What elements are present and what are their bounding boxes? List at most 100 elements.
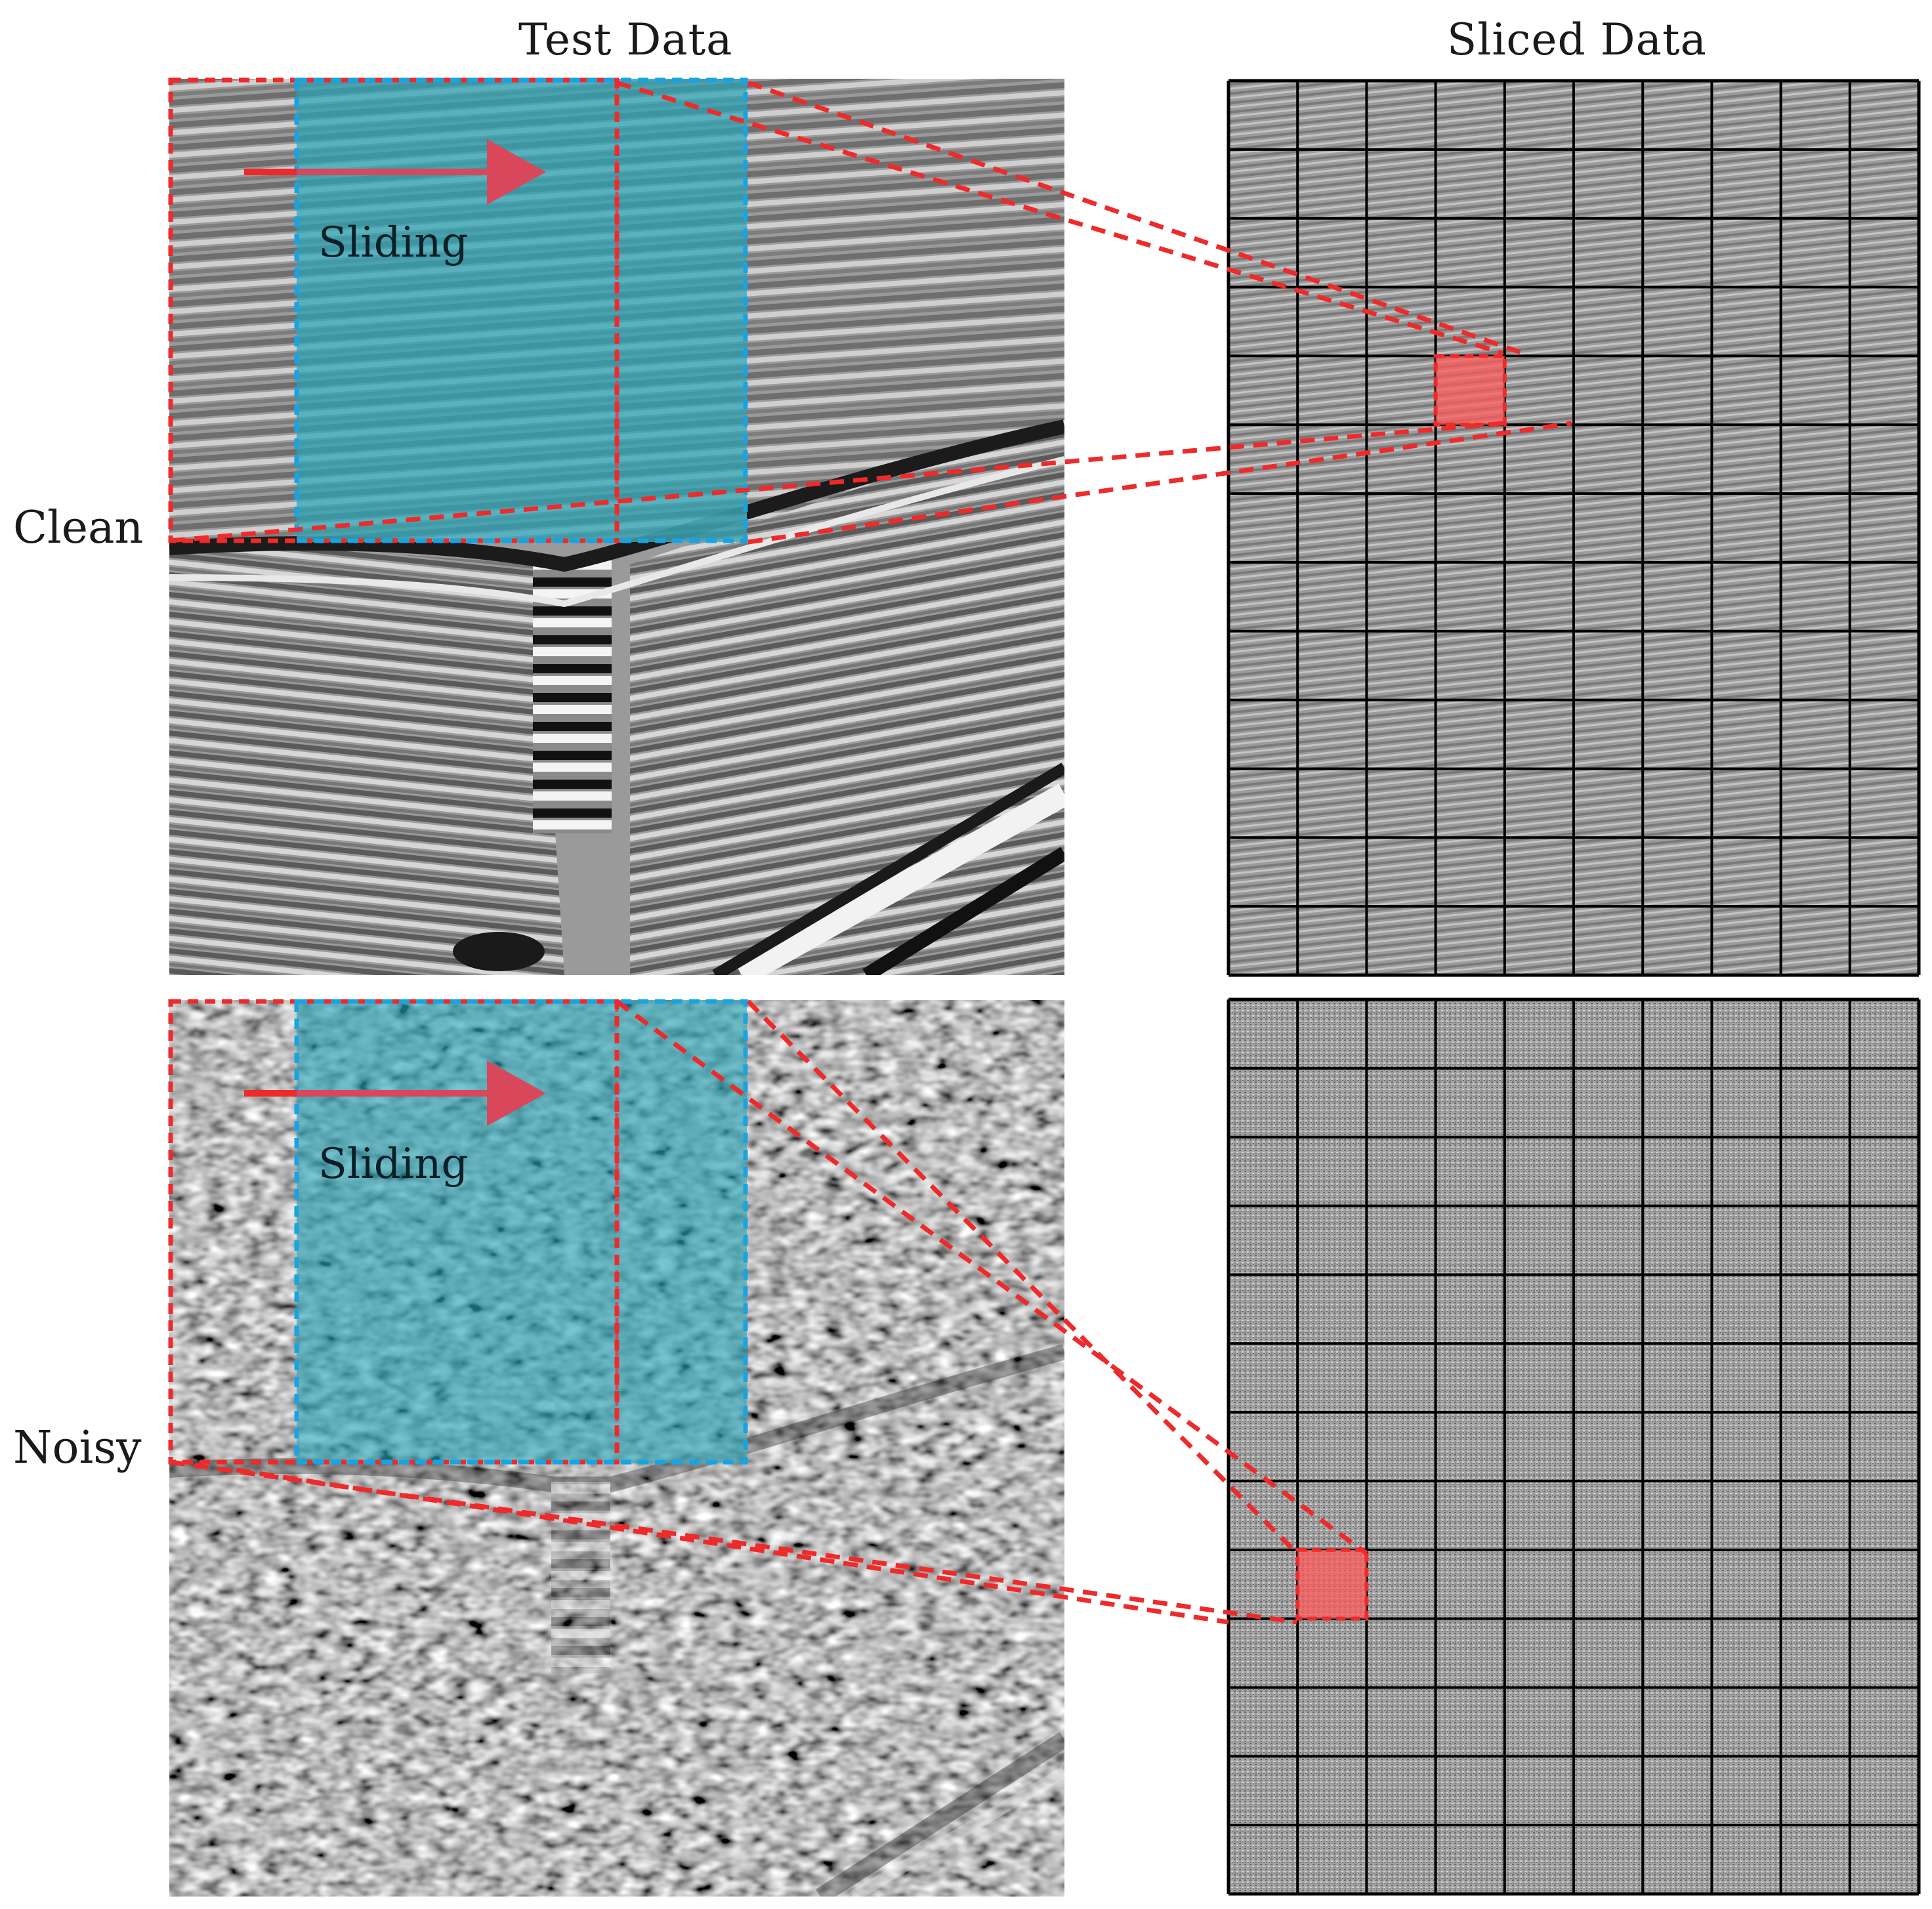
clean-slice-tile — [1644, 288, 1711, 355]
clean-slice-tile — [1575, 701, 1642, 768]
noisy-slice-tile — [1782, 1551, 1849, 1618]
noisy-slice-tile — [1437, 1345, 1503, 1412]
clean-slice-tile — [1230, 563, 1297, 630]
noisy-slice-tile — [1851, 1345, 1918, 1412]
clean-slice-tile — [1851, 288, 1918, 355]
noisy-slice-tile — [1505, 1414, 1572, 1480]
clean-slice-tile — [1575, 563, 1642, 630]
noisy-slice-tile — [1368, 1414, 1435, 1480]
noisy-slice-tile — [1230, 1138, 1297, 1205]
noisy-slice-tile — [1851, 1689, 1918, 1755]
clean-slice-tile — [1713, 908, 1780, 974]
clean-slice-tile — [1230, 495, 1297, 561]
clean-slice-tile — [1575, 150, 1642, 217]
noisy-sliding-label: Sliding — [318, 1140, 469, 1188]
clean-slice-tile — [1230, 908, 1297, 974]
noisy-slice-tile — [1575, 1069, 1642, 1136]
noisy-slice-tile — [1505, 1826, 1572, 1893]
clean-highlighted-slice — [1433, 354, 1507, 427]
noisy-slice-tile — [1575, 1138, 1642, 1205]
noisy-slice-tile — [1713, 1826, 1780, 1893]
noisy-slice-tile — [1782, 1620, 1849, 1687]
clean-slice-tile — [1851, 632, 1918, 699]
clean-slice-tile — [1713, 701, 1780, 768]
clean-slice-tile — [1230, 150, 1297, 217]
clean-slice-tile — [1505, 426, 1572, 493]
clean-slice-tile — [1575, 495, 1642, 561]
noisy-slice-tile — [1437, 1620, 1503, 1687]
clean-slice-tile — [1644, 839, 1711, 906]
noisy-slice-tile — [1505, 1276, 1572, 1343]
noisy-slice-tile — [1505, 1551, 1572, 1618]
noisy-slice-tile — [1782, 1207, 1849, 1274]
clean-slice-tile — [1713, 357, 1780, 424]
noisy-slice-tile — [1575, 1551, 1642, 1618]
noisy-slice-tile — [1368, 1620, 1435, 1687]
clean-slice-tile — [1575, 839, 1642, 906]
clean-slice-tile — [1368, 632, 1435, 699]
noisy-slice-tile — [1644, 1689, 1711, 1755]
clean-slice-tile — [1782, 563, 1849, 630]
clean-slice-tile — [1575, 632, 1642, 699]
noisy-sliding-window — [168, 999, 748, 1465]
clean-slice-tile — [1437, 701, 1503, 768]
noisy-slice-tile — [1713, 1757, 1780, 1824]
clean-slice-tile — [1575, 82, 1642, 148]
clean-slice-tile — [1713, 632, 1780, 699]
noisy-slice-tile — [1644, 1620, 1711, 1687]
clean-slice-tile — [1644, 219, 1711, 286]
clean-slice-tile — [1713, 495, 1780, 561]
noisy-slice-tile — [1713, 1482, 1780, 1549]
noisy-slice-tile — [1644, 1207, 1711, 1274]
noisy-slice-tile — [1437, 1207, 1503, 1274]
noisy-slice-tile — [1782, 1138, 1849, 1205]
noisy-slice-tile — [1644, 1551, 1711, 1618]
noisy-slice-tile — [1437, 1551, 1503, 1618]
clean-slice-tile — [1368, 82, 1435, 148]
clean-slice-tile — [1713, 82, 1780, 148]
clean-slice-tile — [1299, 495, 1366, 561]
noisy-slice-tile — [1437, 1689, 1503, 1755]
noisy-slice-tile — [1851, 1001, 1918, 1067]
clean-slice-tile — [1851, 150, 1918, 217]
noisy-slice-tile — [1368, 1345, 1435, 1412]
noisy-slice-tile — [1368, 1482, 1435, 1549]
noisy-slice-tile — [1713, 1207, 1780, 1274]
noisy-slice-tile — [1644, 1001, 1711, 1067]
noisy-slice-tile — [1505, 1069, 1572, 1136]
noisy-slice-tile — [1505, 1001, 1572, 1067]
clean-slice-tile — [1368, 219, 1435, 286]
noisy-slice-tile — [1575, 1414, 1642, 1480]
clean-slice-tile — [1713, 426, 1780, 493]
noisy-slice-tile — [1230, 1414, 1297, 1480]
noisy-slice-tile — [1368, 1551, 1435, 1618]
noisy-slice-tile — [1437, 1276, 1503, 1343]
noisy-slice-tile — [1782, 1757, 1849, 1824]
noisy-slice-tile — [1299, 1757, 1366, 1824]
clean-slice-tile — [1644, 357, 1711, 424]
noisy-slice-tile — [1644, 1414, 1711, 1480]
clean-slice-tile — [1437, 632, 1503, 699]
clean-slice-tile — [1368, 357, 1435, 424]
noisy-slice-tile — [1782, 1276, 1849, 1343]
clean-slice-tile — [1644, 563, 1711, 630]
clean-slice-tile — [1437, 495, 1503, 561]
clean-row-label: Clean — [13, 502, 144, 554]
noisy-slice-tile — [1851, 1138, 1918, 1205]
noisy-slice-tile — [1230, 1551, 1297, 1618]
clean-slice-tile — [1851, 839, 1918, 906]
noisy-slice-tile — [1644, 1345, 1711, 1412]
clean-slice-tile — [1505, 701, 1572, 768]
noisy-slice-tile — [1713, 1276, 1780, 1343]
noisy-slice-tile — [1299, 1414, 1366, 1480]
noisy-row-label: Noisy — [13, 1422, 142, 1474]
noisy-slice-tile — [1575, 1689, 1642, 1755]
noisy-slice-tile — [1368, 1689, 1435, 1755]
clean-slice-tile — [1437, 908, 1503, 974]
noisy-slice-tile — [1575, 1482, 1642, 1549]
clean-slice-tile — [1782, 82, 1849, 148]
noisy-slice-tile — [1299, 1345, 1366, 1412]
clean-slice-tile — [1713, 839, 1780, 906]
clean-slice-tile — [1368, 495, 1435, 561]
